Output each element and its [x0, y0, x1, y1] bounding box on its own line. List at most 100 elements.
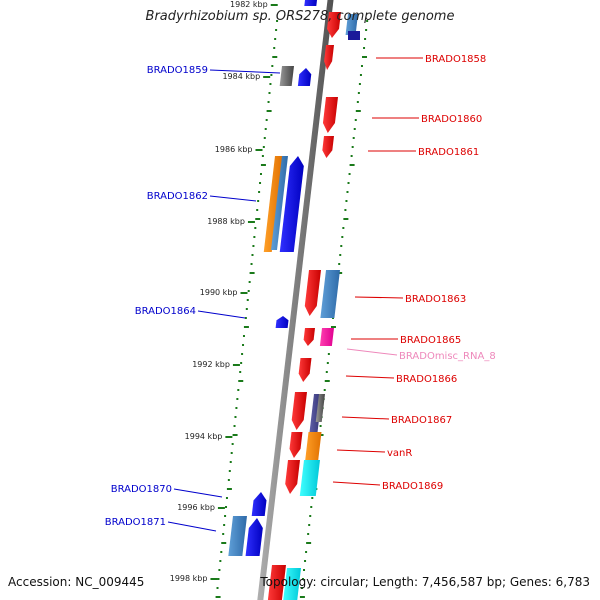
left-gc-dot	[269, 83, 272, 85]
right-gc-dot	[323, 389, 326, 391]
left-gc-dot	[231, 443, 234, 445]
tick-mark	[255, 149, 263, 151]
leader-line	[336, 449, 386, 453]
right-gc-dot	[341, 236, 344, 238]
left-gc-dot	[223, 524, 226, 526]
right-gc-dot	[311, 497, 314, 499]
right-gc-dot	[300, 587, 303, 589]
right-gc-dot	[349, 164, 355, 166]
gene-label-brado1858: BRADO1858	[425, 54, 486, 65]
left-gc-dot	[235, 407, 238, 409]
right-gc-dot	[330, 326, 336, 328]
left-gc-dot	[216, 587, 219, 589]
gene-brado-misc-rna-8	[319, 328, 334, 346]
left-gc-dot	[230, 452, 233, 454]
leader-line	[346, 348, 398, 356]
left-gc-dot	[221, 542, 227, 544]
right-gc-dot	[350, 155, 353, 157]
tick-label: 1984 kbp	[222, 72, 260, 81]
right-gc-dot	[301, 578, 304, 580]
gene-small-navy	[348, 31, 360, 40]
left-gc-dot	[234, 416, 237, 418]
right-gc-dot	[324, 380, 330, 382]
gene-bottom-cyan	[283, 568, 301, 600]
gene-label-brado1865: BRADO1865	[400, 335, 461, 346]
left-gc-dot	[220, 551, 223, 553]
left-gc-dot	[268, 92, 271, 94]
gene-label-brado1861: BRADO1861	[418, 147, 479, 158]
gene-brado1864	[275, 316, 289, 328]
gene-label-brado1871: BRADO1871	[105, 517, 166, 528]
left-gc-dot	[229, 461, 232, 463]
right-gc-dot	[363, 47, 366, 49]
right-gc-dot	[308, 524, 311, 526]
right-gc-dot	[362, 56, 368, 58]
tick-mark	[270, 4, 278, 6]
gene-label-brado1859: BRADO1859	[147, 65, 208, 76]
left-gc-dot	[257, 200, 260, 202]
leader-line	[345, 375, 395, 379]
left-gc-dot	[248, 281, 251, 283]
gene-brado1863	[304, 270, 321, 316]
gene-brado1861	[322, 136, 334, 158]
left-gc-dot	[219, 560, 222, 562]
leader-line	[173, 488, 223, 498]
right-gc-dot	[307, 533, 310, 535]
left-gc-dot	[236, 398, 239, 400]
left-gc-dot	[251, 254, 254, 256]
gene-brado1871	[245, 518, 263, 556]
leader-line	[332, 481, 381, 486]
right-gc-dot	[351, 146, 354, 148]
left-gc-dot	[260, 164, 266, 166]
left-gc-dot	[266, 110, 272, 112]
gene-bottom-red	[267, 565, 286, 600]
gene-vanr-neighbor	[305, 432, 322, 460]
left-gc-dot	[252, 245, 255, 247]
left-gc-dot	[255, 218, 261, 220]
gene-brado1867-neighbor-gray	[315, 394, 325, 422]
left-gc-dot	[264, 128, 267, 130]
right-gc-dot	[366, 20, 369, 22]
right-gc-dot	[299, 596, 305, 598]
left-gc-dot	[243, 326, 249, 328]
right-gc-dot	[365, 29, 368, 31]
tick-label: 1988 kbp	[207, 217, 245, 226]
left-gc-dot	[242, 344, 245, 346]
right-gc-dot	[342, 227, 345, 229]
gene-brado1865	[303, 328, 315, 346]
right-gc-dot	[305, 551, 308, 553]
tick-label: 1996 kbp	[177, 503, 215, 512]
left-gc-dot	[228, 470, 231, 472]
gene-brado1858b	[324, 45, 334, 70]
left-gc-dot	[256, 209, 259, 211]
tick-mark	[247, 221, 255, 223]
gene-brado1863-neighbor	[320, 270, 340, 318]
gene-brado1867	[291, 392, 307, 430]
left-gc-dot	[225, 497, 228, 499]
right-gc-dot	[319, 425, 322, 427]
left-gc-dot	[237, 389, 240, 391]
gene-label-brado1863: BRADO1863	[405, 294, 466, 305]
left-gc-dot	[250, 263, 253, 265]
leader-line	[209, 195, 257, 202]
left-gc-dot	[259, 182, 262, 184]
left-gc-dot	[259, 173, 262, 175]
gene-label-bradomisc-rna-8: BRADOmisc_RNA_8	[399, 351, 496, 362]
left-gc-dot	[238, 380, 244, 382]
gene-top-blue	[304, 0, 317, 6]
right-gc-dot	[364, 38, 367, 40]
right-gc-dot	[339, 254, 342, 256]
right-gc-dot	[337, 272, 343, 274]
tick-label: 1986 kbp	[215, 145, 253, 154]
left-gc-dot	[258, 191, 261, 193]
gene-brado1870	[251, 492, 267, 516]
gene-brado1858-neighbor	[345, 14, 358, 35]
gene-brado1859-gray	[279, 66, 294, 86]
left-gc-dot	[272, 56, 278, 58]
right-gc-dot	[338, 263, 341, 265]
gene-brado1862-orange	[263, 156, 283, 252]
left-gc-dot	[261, 155, 264, 157]
left-gc-dot	[222, 533, 225, 535]
